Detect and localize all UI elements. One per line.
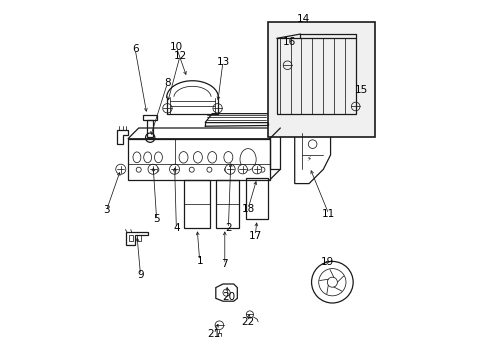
Circle shape [148, 164, 158, 174]
Circle shape [224, 164, 235, 174]
Text: 14: 14 [296, 14, 310, 24]
Text: 22: 22 [241, 317, 254, 327]
Bar [129, 234, 132, 241]
Text: 11: 11 [322, 209, 335, 219]
Text: 6: 6 [132, 44, 138, 54]
Circle shape [116, 164, 125, 174]
Text: 21: 21 [207, 329, 220, 339]
Text: 19: 19 [320, 257, 333, 267]
Text: ⚡: ⚡ [306, 156, 311, 162]
Bar [183, 180, 210, 228]
Text: 7: 7 [221, 259, 227, 269]
Circle shape [252, 165, 261, 174]
Text: 9: 9 [137, 270, 143, 280]
Text: 3: 3 [103, 206, 109, 216]
Text: 5: 5 [153, 215, 160, 224]
Text: 16: 16 [282, 37, 295, 47]
Text: 4: 4 [173, 224, 179, 233]
Text: 18: 18 [241, 204, 254, 214]
Text: 17: 17 [248, 231, 262, 240]
Text: 1: 1 [196, 256, 203, 266]
Text: 2: 2 [224, 224, 231, 233]
Text: 12: 12 [173, 51, 186, 61]
Circle shape [238, 165, 247, 174]
Bar [143, 116, 157, 120]
Text: 15: 15 [354, 85, 367, 95]
Text: 13: 13 [216, 57, 229, 67]
Bar [215, 180, 239, 228]
Bar [137, 234, 141, 241]
Bar [267, 22, 375, 137]
Bar [269, 128, 280, 169]
Circle shape [169, 164, 179, 174]
Bar [147, 120, 153, 137]
Text: 8: 8 [164, 78, 170, 88]
Text: 20: 20 [222, 292, 234, 302]
Bar [246, 178, 267, 220]
Bar [276, 39, 355, 114]
Text: 10: 10 [169, 42, 183, 52]
